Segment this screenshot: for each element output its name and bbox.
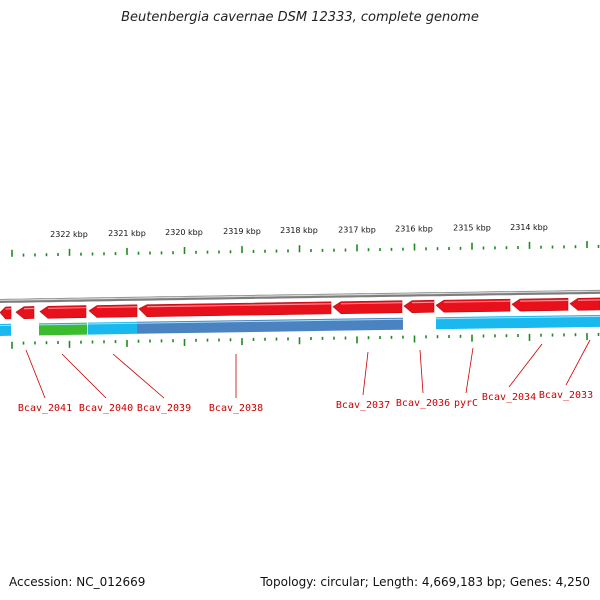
scale-labels: 2322 kbp 2321 kbp 2320 kbp 2319 kbp 2318 kbp… [50, 223, 548, 239]
gene-label: Bcav_2041 [18, 403, 72, 414]
genome-stats-text: Topology: circular; Length: 4,669,183 bp… [260, 575, 590, 589]
scale-label: 2320 kbp [165, 228, 203, 237]
leader-line [465, 347, 474, 394]
gene-label: Bcav_2039 [137, 403, 191, 414]
genome-title: Beutenbergia cavernae DSM 12333, complet… [121, 10, 479, 25]
gene-label: Bcav_2033 [539, 390, 593, 401]
gene-band-reverse [331, 317, 403, 331]
accession-text: Accession: NC_012669 [9, 575, 146, 589]
top-ticks [11, 241, 600, 257]
scale-label: 2322 kbp [50, 230, 88, 239]
label-leader-lines [25, 339, 591, 399]
scale-label: 2315 kbp [453, 224, 491, 233]
genome-backbone [0, 289, 600, 303]
genome-backbone-highlight [0, 290, 600, 301]
scale-label: 2317 kbp [338, 225, 376, 234]
scale-label: 2314 kbp [510, 223, 548, 232]
gene-label: Bcav_2038 [209, 403, 263, 414]
gene-arrow-forward [0, 306, 12, 320]
scale-label: 2321 kbp [108, 229, 146, 238]
gene-label: Bcav_2034 [482, 392, 536, 403]
gene-label: pyrC [454, 398, 478, 409]
gene-band-reverse [88, 321, 137, 335]
leader-line [508, 343, 543, 388]
gene-band-reverse [0, 323, 11, 336]
gene-label: Bcav_2037 [336, 400, 390, 411]
leader-line [61, 353, 107, 399]
gene-arrow-forward [15, 306, 35, 320]
gene-arrow-forward [569, 297, 600, 311]
gene-features [0, 297, 600, 336]
gene-label: Bcav_2036 [396, 398, 450, 409]
scale-label: 2319 kbp [223, 227, 261, 236]
leader-line [419, 349, 424, 394]
gene-labels: Bcav_2041 Bcav_2040 Bcav_2039 Bcav_2038 Bcav… [18, 390, 593, 414]
leader-line [362, 351, 369, 396]
leader-line [112, 353, 165, 399]
gene-arrow-forward [403, 299, 435, 314]
gene-label: Bcav_2040 [79, 403, 133, 414]
gene-band-reverse [39, 322, 87, 336]
bottom-ticks [11, 332, 600, 349]
scale-label: 2318 kbp [280, 226, 318, 235]
leader-line [565, 339, 591, 386]
leader-line [25, 349, 46, 399]
scale-label: 2316 kbp [395, 225, 433, 234]
